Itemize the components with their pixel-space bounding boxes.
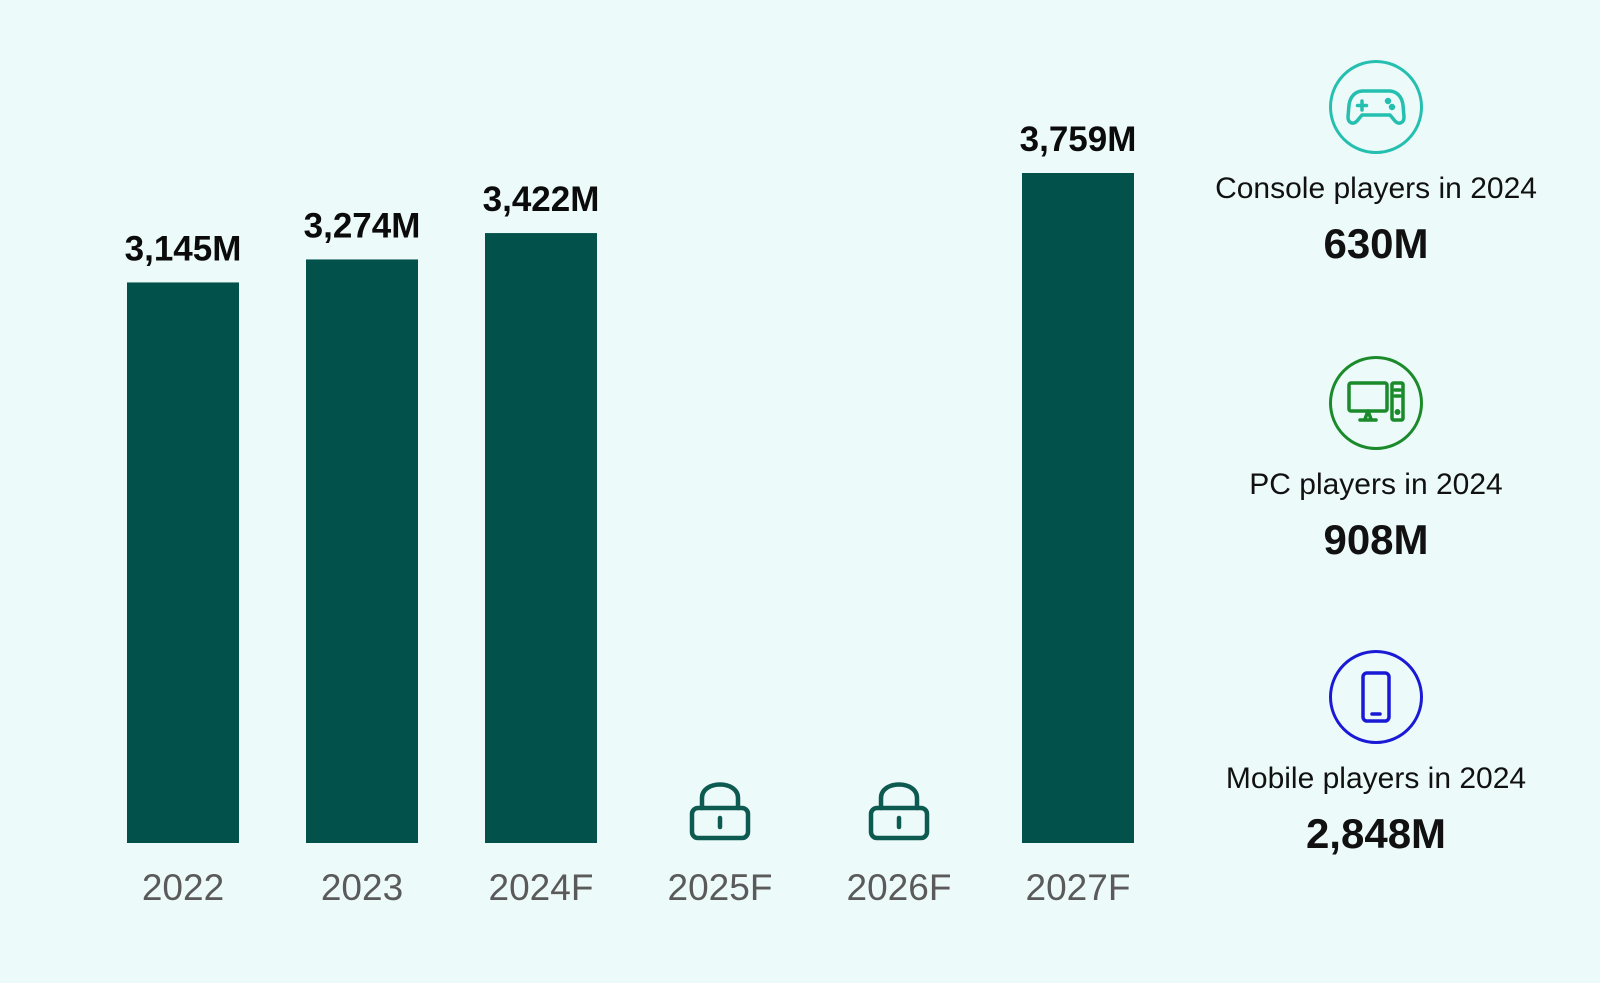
stat-label: PC players in 2024 <box>1249 468 1503 501</box>
desktop-pc-icon <box>1329 356 1423 450</box>
stat-label: Mobile players in 2024 <box>1225 762 1527 795</box>
stat-value: 2,848M <box>1305 810 1447 857</box>
stat-value: 908M <box>1323 516 1429 563</box>
category-label: 2027F <box>1026 867 1131 908</box>
lock-icon <box>689 782 751 841</box>
stat-value: 630M <box>1323 220 1429 267</box>
bar-value-label: 3,759M <box>1020 120 1137 159</box>
bar-value-label: 3,274M <box>304 206 421 245</box>
category-label: 2022 <box>142 867 224 908</box>
stat-console: Console players in 2024 630M <box>1176 60 1576 268</box>
gamepad-icon <box>1329 60 1423 154</box>
bar-chart: 3,145M 2022 3,274M 2023 3,422M 2024F 2025F 2026… <box>125 120 1137 908</box>
category-label: 2026F <box>847 867 952 908</box>
bar <box>306 259 418 843</box>
stat-label: Console players in 2024 <box>1215 172 1537 205</box>
bar <box>127 282 239 843</box>
lock-icon <box>868 782 930 841</box>
category-label: 2024F <box>489 867 594 908</box>
bar-value-label: 3,145M <box>125 229 242 268</box>
stat-pc: PC players in 2024 908M <box>1176 356 1576 564</box>
category-label: 2023 <box>321 867 403 908</box>
category-label: 2025F <box>668 867 773 908</box>
bar <box>1022 173 1134 843</box>
bar-value-label: 3,422M <box>483 180 600 219</box>
bar <box>485 233 597 843</box>
smartphone-icon <box>1329 650 1423 744</box>
stat-mobile: Mobile players in 2024 2,848M <box>1176 650 1576 858</box>
